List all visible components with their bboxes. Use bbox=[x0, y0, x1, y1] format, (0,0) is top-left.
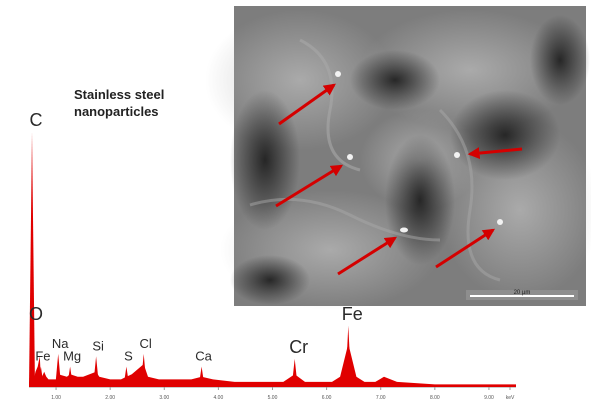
particle-arrow bbox=[275, 164, 344, 208]
scale-bar: 20 µm bbox=[466, 290, 578, 300]
peak-c bbox=[29, 132, 35, 387]
peak-label: C bbox=[30, 110, 43, 130]
x-tick-label: 7.00 bbox=[376, 395, 386, 401]
peak-mg bbox=[67, 366, 74, 387]
peak-fe bbox=[37, 366, 44, 387]
particle-arrow bbox=[337, 236, 398, 276]
particle-arrow bbox=[467, 147, 523, 160]
particle-arrow bbox=[435, 228, 496, 269]
x-tick-label: 9.00 bbox=[484, 395, 494, 401]
x-tick-label: 3.00 bbox=[159, 395, 169, 401]
peak-label: Cr bbox=[289, 337, 308, 357]
nanoparticle-annotation: Stainless steel nanoparticles bbox=[74, 86, 164, 120]
x-tick-label: 4.00 bbox=[214, 395, 224, 401]
peak-label: Cl bbox=[140, 336, 152, 351]
peak-o bbox=[29, 325, 35, 387]
peak-label: Ca bbox=[195, 349, 212, 364]
peak-fe bbox=[345, 325, 352, 387]
x-tick-label: keV bbox=[506, 395, 515, 401]
peak-label: Mg bbox=[63, 349, 81, 364]
annotation-line-2: nanoparticles bbox=[74, 104, 159, 119]
sem-micrograph bbox=[205, 6, 591, 310]
peak-na bbox=[55, 353, 62, 387]
peak-label: Na bbox=[52, 336, 69, 351]
spectrum-area bbox=[29, 343, 516, 387]
scale-bar-label: 20 µm bbox=[514, 290, 531, 296]
peak-cr bbox=[291, 358, 298, 387]
particle-arrow bbox=[278, 83, 336, 126]
peak-label: O bbox=[29, 304, 43, 324]
peak-s bbox=[123, 366, 130, 387]
annotation-line-1: Stainless steel bbox=[74, 87, 165, 102]
peak-label: Fe bbox=[35, 349, 50, 364]
x-tick-label: 8.00 bbox=[430, 395, 440, 401]
peak-label: S bbox=[124, 349, 133, 364]
x-tick-label: 2.00 bbox=[105, 395, 115, 401]
x-tick-label: 5.00 bbox=[268, 395, 278, 401]
peak-ca bbox=[198, 366, 205, 387]
x-tick-label: 6.00 bbox=[322, 395, 332, 401]
peak-cl bbox=[140, 353, 147, 387]
peak-label: Fe bbox=[342, 304, 363, 324]
peak-label: Si bbox=[92, 338, 104, 353]
x-tick-label: 1.00 bbox=[51, 395, 61, 401]
peak-si bbox=[93, 356, 100, 387]
particle-arrows bbox=[275, 83, 523, 276]
